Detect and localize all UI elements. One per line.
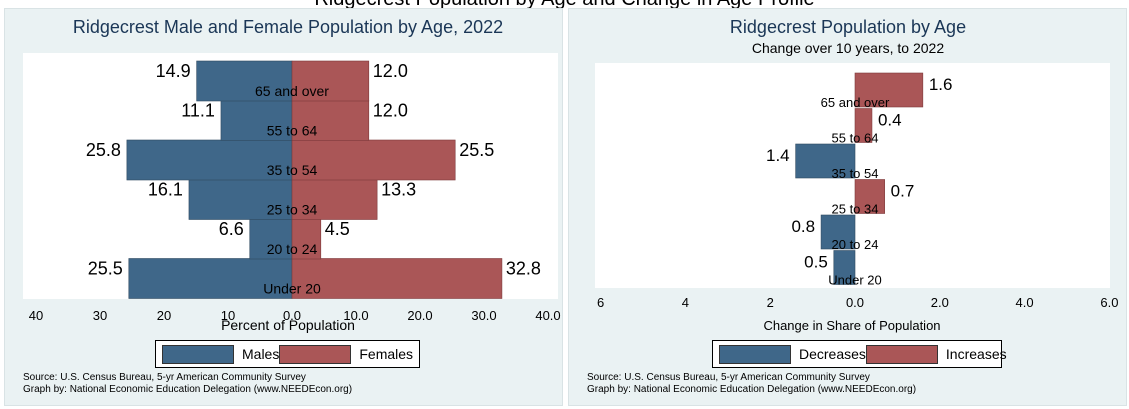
pyramid-chart-panel: Ridgecrest Male and Female Population by… xyxy=(4,8,563,406)
bar-change-20-to-24 xyxy=(820,214,856,250)
credit-note: Graph by: National Economic Education De… xyxy=(23,384,353,395)
category-label: 20 to 24 xyxy=(267,241,318,257)
bar-change-under-20 xyxy=(833,250,856,285)
legend-swatch-decreases xyxy=(719,344,791,364)
data-label-females: 13.3 xyxy=(381,180,416,200)
category-label: 55 to 64 xyxy=(267,123,318,139)
change-chart: Ridgecrest Population by Age Change over… xyxy=(595,17,1118,333)
change-legend: Decreases Increases xyxy=(712,340,1007,368)
legend-label-decreases: Decreases xyxy=(799,346,866,362)
legend-item-decreases: Decreases xyxy=(719,344,866,364)
bar-males-25-to-34 xyxy=(188,179,293,220)
legend-swatch-females xyxy=(279,344,352,364)
x-tick-label: 40.0 xyxy=(535,308,560,323)
x-axis-title: Percent of Population xyxy=(221,317,355,333)
x-tick-label: 0.0 xyxy=(283,308,301,323)
x-tick-label: 6 xyxy=(597,295,604,310)
bar-change-65-and-over xyxy=(854,72,924,108)
category-label: 25 to 34 xyxy=(832,202,879,217)
pyramid-chart: Ridgecrest Male and Female Population by… xyxy=(23,17,561,333)
chart-title: Ridgecrest Male and Female Population by… xyxy=(73,17,503,37)
x-tick-label: 4.0 xyxy=(1016,295,1034,310)
x-axis-title: Change in Share of Population xyxy=(763,318,940,333)
x-tick-label: 30.0 xyxy=(471,308,496,323)
bar-change-55-to-64 xyxy=(854,108,873,143)
legend-item-females: Females xyxy=(279,344,414,364)
clipped-page-title: Ridgecrest Population by Age and Change … xyxy=(0,0,1129,12)
legend-item-males: Males xyxy=(162,344,280,364)
legend-label-females: Females xyxy=(359,346,414,362)
data-label: 0.8 xyxy=(791,217,815,236)
x-tick-label: 4 xyxy=(682,295,689,310)
data-label-males: 6.6 xyxy=(219,219,244,239)
bar-males-under-20 xyxy=(128,258,293,299)
data-label-females: 12.0 xyxy=(373,101,408,121)
x-tick-label: 2.0 xyxy=(931,295,949,310)
bar-females-55-to-64 xyxy=(291,100,370,141)
x-tick-label: 20 xyxy=(157,308,171,323)
source-note: Source: U.S. Census Bureau, 5-yr America… xyxy=(23,372,306,383)
bar-males-65-and-over xyxy=(196,60,293,102)
data-label-males: 14.9 xyxy=(156,61,191,81)
bar-females-65-and-over xyxy=(291,60,370,102)
data-label-males: 25.8 xyxy=(86,140,121,160)
bar-females-35-to-54 xyxy=(291,139,456,181)
x-tick-label: 20.0 xyxy=(407,308,432,323)
credit-note: Graph by: National Economic Education De… xyxy=(587,384,917,395)
change-chart-panel: Ridgecrest Population by Age Change over… xyxy=(568,8,1127,406)
x-tick-label: 10.0 xyxy=(343,308,368,323)
bar-change-35-to-54 xyxy=(795,143,856,179)
x-tick-label: 30 xyxy=(93,308,107,323)
data-label: 0.7 xyxy=(891,182,915,201)
data-label-males: 16.1 xyxy=(148,180,183,200)
category-label: Under 20 xyxy=(828,273,881,288)
bar-males-35-to-54 xyxy=(126,139,293,181)
category-label: 65 and over xyxy=(255,83,329,99)
category-label: 35 to 54 xyxy=(267,162,318,178)
category-label: 55 to 64 xyxy=(832,131,879,146)
data-label: 1.4 xyxy=(766,146,790,165)
x-tick-label: 0.0 xyxy=(846,295,864,310)
x-tick-label: 2 xyxy=(767,295,774,310)
x-tick-label: 6.0 xyxy=(1100,295,1118,310)
x-tick-label: 10 xyxy=(221,308,235,323)
x-tick-label: 40 xyxy=(29,308,43,323)
category-label: Under 20 xyxy=(263,281,321,297)
legend-label-increases: Increases xyxy=(945,346,1007,362)
data-label-females: 25.5 xyxy=(459,140,494,160)
legend-swatch-males xyxy=(162,344,234,364)
source-note: Source: U.S. Census Bureau, 5-yr America… xyxy=(587,372,870,383)
legend-swatch-increases xyxy=(865,344,938,364)
data-label-males: 11.1 xyxy=(181,101,215,121)
data-label: 0.5 xyxy=(804,253,828,272)
chart-subtitle: Change over 10 years, to 2022 xyxy=(752,40,944,56)
legend-item-increases: Increases xyxy=(865,344,1007,364)
bar-females-20-to-24 xyxy=(291,218,322,260)
data-label-females: 12.0 xyxy=(373,61,408,81)
data-label: 0.4 xyxy=(878,111,902,130)
bar-males-55-to-64 xyxy=(220,100,293,141)
bar-females-under-20 xyxy=(291,258,503,299)
data-label-females: 32.8 xyxy=(506,259,541,279)
category-label: 35 to 54 xyxy=(832,166,879,181)
category-label: 65 and over xyxy=(821,95,890,110)
legend-label-males: Males xyxy=(242,346,280,362)
category-label: 20 to 24 xyxy=(832,237,879,252)
data-label-females: 4.5 xyxy=(325,219,350,239)
bar-change-25-to-34 xyxy=(854,179,885,214)
category-label: 25 to 34 xyxy=(267,202,318,218)
data-label-males: 25.5 xyxy=(88,259,123,279)
chart-title: Ridgecrest Population by Age xyxy=(730,17,966,37)
data-label: 1.6 xyxy=(929,75,953,94)
pyramid-legend: Males Females xyxy=(155,340,420,368)
